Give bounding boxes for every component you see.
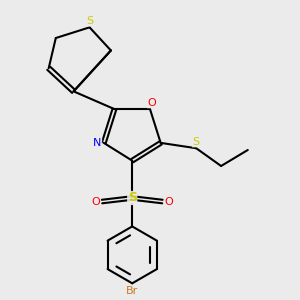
- Text: O: O: [164, 196, 173, 206]
- Text: O: O: [147, 98, 156, 108]
- Text: S: S: [128, 191, 137, 205]
- Text: S: S: [86, 16, 93, 26]
- Text: S: S: [193, 137, 200, 147]
- Text: O: O: [91, 196, 100, 206]
- Text: N: N: [93, 138, 102, 148]
- Text: Br: Br: [126, 286, 138, 296]
